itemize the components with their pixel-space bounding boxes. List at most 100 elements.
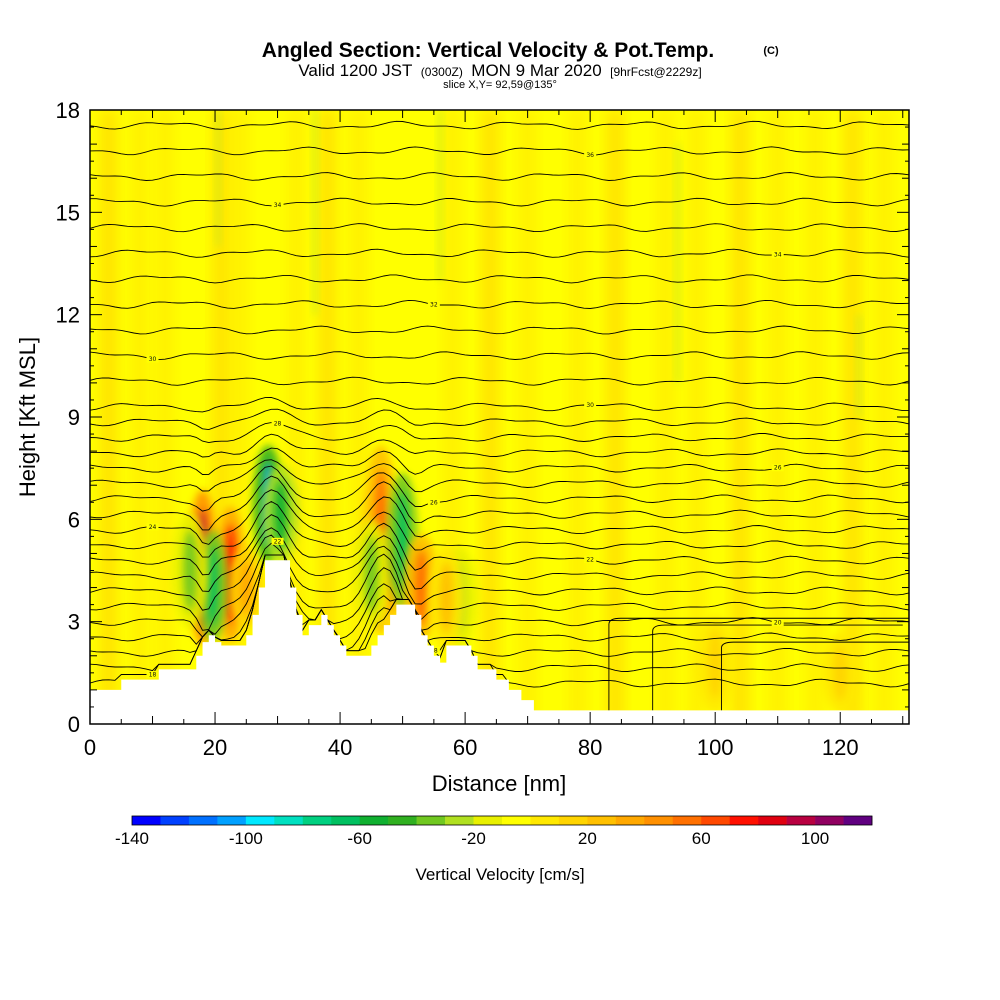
- theta-contour-label: 34: [774, 252, 782, 259]
- theta-contour-line: [90, 422, 909, 444]
- y-tick-label: 9: [68, 405, 80, 430]
- y-tick-label: 12: [56, 303, 80, 328]
- x-tick-label: 80: [578, 735, 602, 760]
- colorbar-swatch: [416, 816, 446, 825]
- texture-streak: [569, 110, 586, 724]
- colorbar-swatch: [530, 816, 560, 825]
- texture-streak: [769, 110, 786, 724]
- colorbar-tick-label: -60: [347, 829, 372, 848]
- texture-streak: [688, 110, 705, 724]
- theta-contour-line: [90, 197, 909, 207]
- texture-streak: [215, 110, 222, 247]
- theta-contour-line: [90, 325, 909, 335]
- y-tick-label: 3: [68, 610, 80, 635]
- theta-contour-labels: 18 18 20 22 22 24 26 26 28 30 30 32 34 34 36: [146, 151, 784, 679]
- subtitle-valid: Valid 1200 JST: [298, 61, 412, 80]
- theta-contour-label-bg: [771, 619, 784, 627]
- texture-streak: [875, 110, 892, 724]
- theta-contour-line: [90, 223, 909, 233]
- theta-contour-line: [90, 120, 909, 130]
- colorbar-swatch: [701, 816, 730, 825]
- colorbar-swatch: [359, 816, 389, 825]
- colorbar-tick-label: 100: [801, 829, 829, 848]
- velocity-feature-core: [414, 549, 428, 626]
- theta-contour-label-bg: [771, 251, 784, 259]
- theta-contour-label-bg: [271, 537, 284, 545]
- theta-contour-label: 18: [430, 648, 438, 655]
- texture-streak: [350, 110, 367, 724]
- theta-contour-line: [608, 617, 909, 711]
- texture-streak: [157, 110, 174, 724]
- theta-contour-line: [90, 146, 909, 156]
- texture-streak: [437, 110, 444, 281]
- texture-streak: [855, 314, 862, 417]
- theta-contour-label: 22: [586, 556, 594, 563]
- theta-contour-label: 26: [430, 500, 438, 507]
- colorbar-swatch: [473, 816, 503, 825]
- texture-streak: [732, 110, 749, 724]
- colorbar-swatch: [786, 816, 816, 825]
- chart-title: Angled Section: Vertical Velocity & Pot.…: [262, 39, 714, 62]
- colorbar-tick-label: -20: [461, 829, 486, 848]
- colorbar-swatch: [445, 816, 474, 825]
- theta-contour-line: [90, 527, 909, 592]
- terrain-mask: [90, 560, 909, 724]
- colorbar-swatch: [331, 816, 360, 825]
- theta-contour-label: 22: [274, 538, 282, 545]
- texture-streak: [312, 110, 319, 315]
- colorbar-title: Vertical Velocity [cm/s]: [415, 865, 584, 884]
- theta-contour-line: [90, 475, 909, 531]
- theta-contour-label-bg: [584, 151, 597, 159]
- theta-contour-line: [90, 465, 909, 512]
- theta-contour-label-bg: [427, 300, 440, 308]
- theta-contour-label-bg: [271, 419, 284, 427]
- y-axis-label: Height [Kft MSL]: [15, 337, 40, 497]
- texture-streak: [519, 110, 536, 724]
- colorbar-swatch: [502, 816, 531, 825]
- theta-contour-label: 20: [774, 620, 782, 627]
- colorbar-swatch: [245, 816, 275, 825]
- subtitle-fcst: [9hrFcst@2229z]: [610, 65, 702, 79]
- theta-contour-line: [90, 172, 909, 181]
- texture-streak: [132, 110, 149, 724]
- theta-contour-line: [90, 500, 909, 558]
- texture-streak: [844, 110, 861, 724]
- velocity-feature-core: [708, 630, 722, 699]
- velocity-feature-core: [833, 645, 847, 701]
- colorbar-swatch: [587, 816, 617, 825]
- theta-contour-line: [90, 459, 909, 493]
- theta-contour-line: [652, 624, 903, 711]
- colorbar-tick-label: -100: [229, 829, 263, 848]
- theta-contour-label: 32: [430, 301, 438, 308]
- colorbar-swatch: [388, 816, 417, 825]
- theta-contour-label-bg: [584, 401, 597, 409]
- theta-contour-line: [90, 376, 909, 386]
- x-tick-label: 120: [822, 735, 859, 760]
- colorbar-tick-label: 60: [692, 829, 711, 848]
- x-tick-label: 0: [84, 735, 96, 760]
- colorbar-swatch: [302, 816, 332, 825]
- texture-streak: [674, 144, 681, 383]
- theta-contours: [90, 120, 909, 711]
- colorbar-swatch: [217, 816, 247, 825]
- texture-streak: [482, 110, 499, 724]
- texture-streak: [288, 110, 305, 724]
- velocity-feature-core: [439, 562, 453, 634]
- y-tick-label: 18: [56, 98, 80, 123]
- theta-contour-label: 34: [274, 202, 282, 209]
- chart-title-unit: (C): [763, 45, 779, 57]
- colorbar-tick-label: 20: [578, 829, 597, 848]
- colorbar-swatch: [160, 816, 190, 825]
- theta-contour-line: [90, 351, 909, 361]
- texture-streak: [319, 110, 336, 724]
- colorbar-swatch: [843, 816, 873, 825]
- theta-contour-label-bg: [271, 201, 284, 209]
- subtitle-date: MON 9 Mar 2020: [471, 61, 601, 80]
- y-tick-label: 15: [56, 200, 80, 225]
- velocity-feature-core: [239, 560, 253, 615]
- colorbar-swatch: [558, 816, 588, 825]
- colorbar-swatch: [132, 816, 161, 825]
- theta-contour-line: [90, 514, 909, 576]
